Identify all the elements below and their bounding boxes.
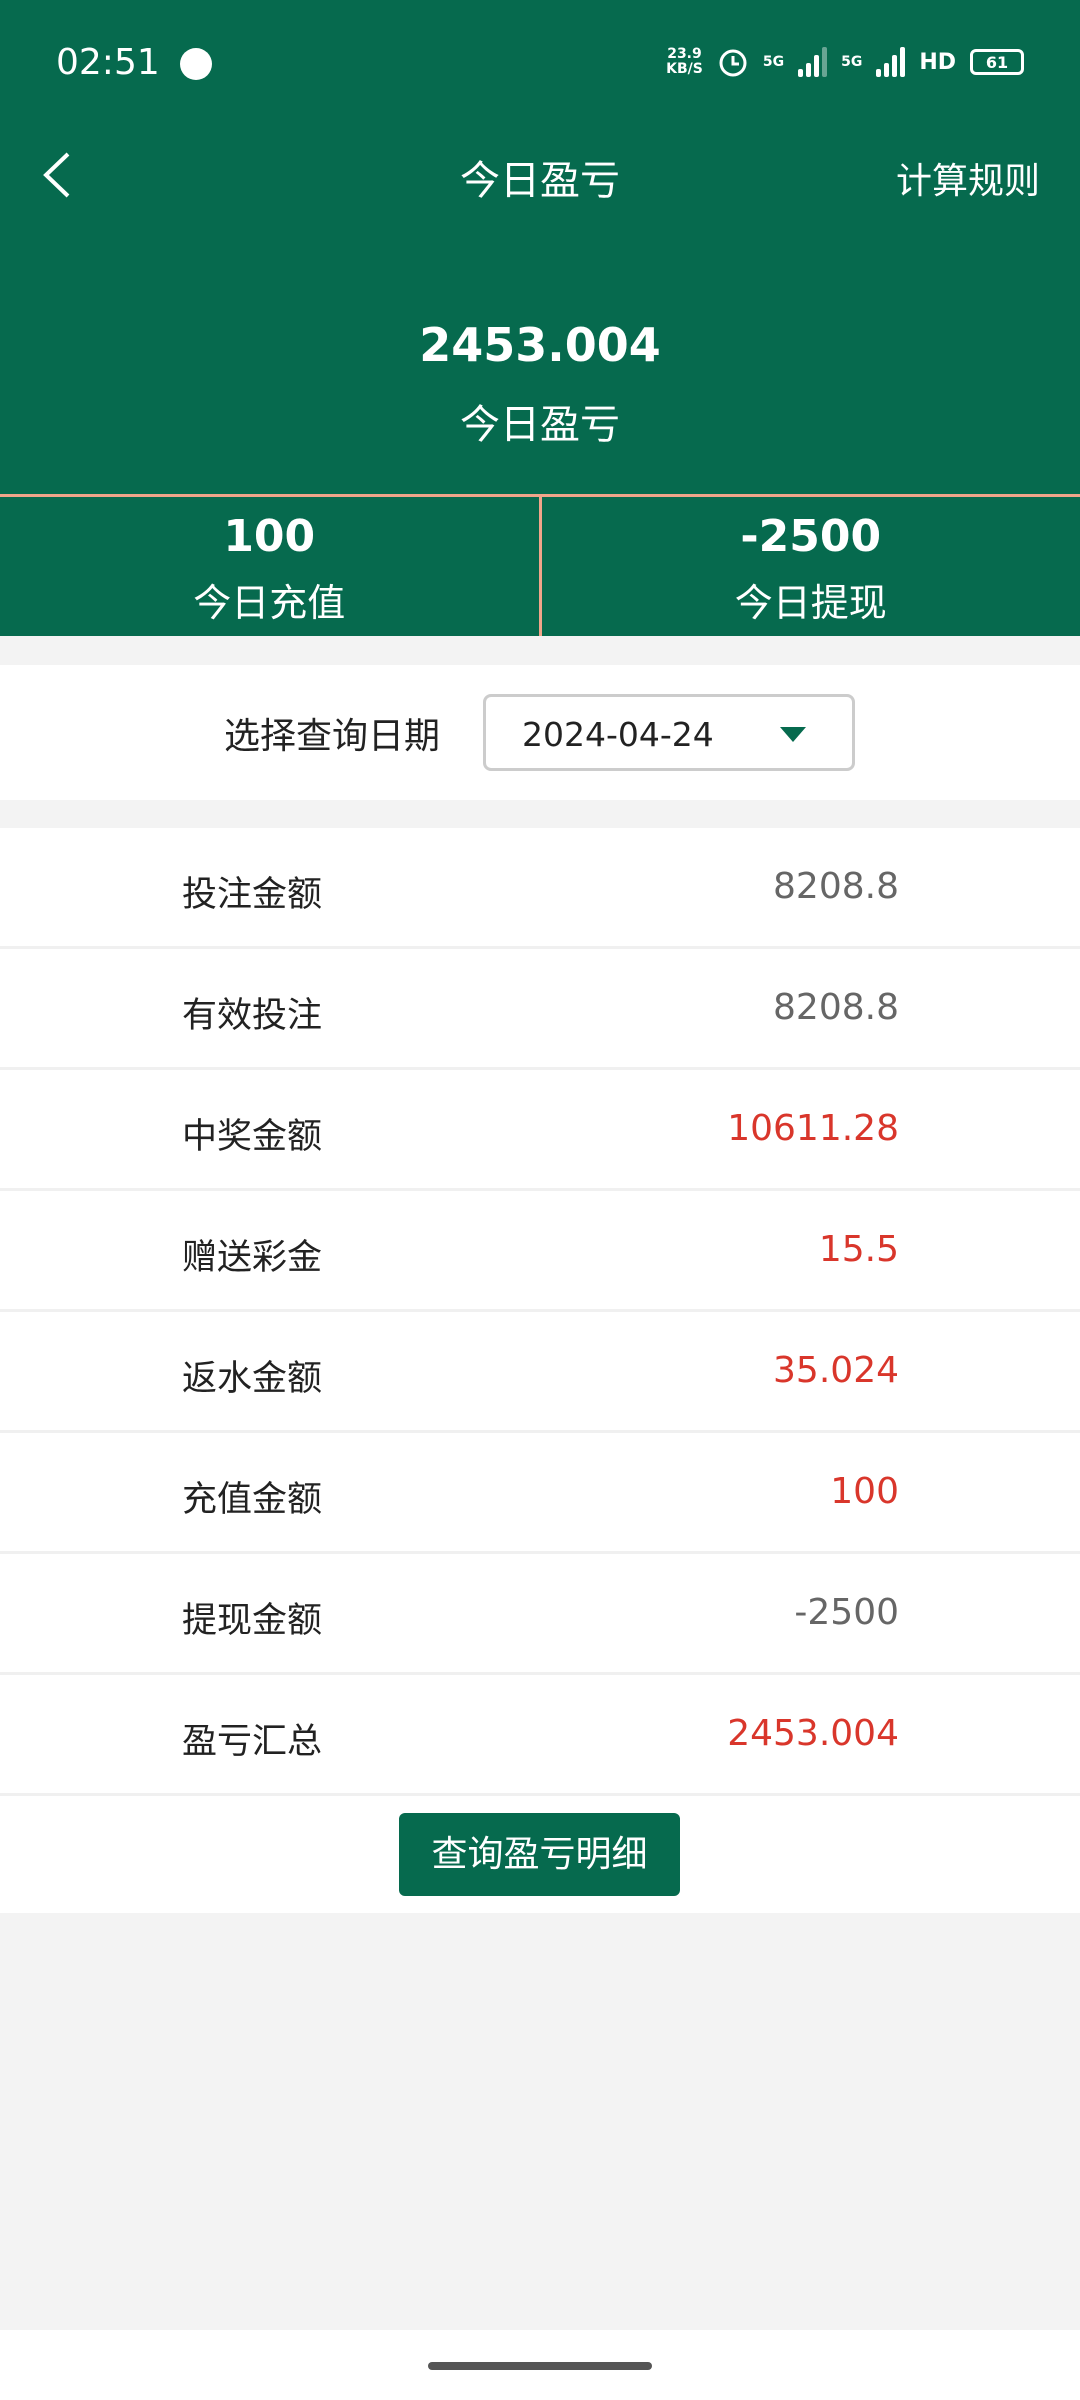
row-value: 100: [830, 1471, 899, 1512]
stat-recharge: 100 今日充值: [0, 497, 542, 636]
battery-icon: 61: [970, 49, 1024, 75]
signal-icon: [876, 47, 906, 77]
list-item: 返水金额 35.024: [0, 1312, 1080, 1433]
list-item: 赠送彩金 15.5: [0, 1191, 1080, 1312]
row-label: 盈亏汇总: [182, 1722, 323, 1762]
list-item: 有效投注 8208.8: [0, 949, 1080, 1070]
date-label: 选择查询日期: [224, 716, 441, 757]
row-label: 返水金额: [182, 1359, 323, 1399]
list-item: 提现金额 -2500: [0, 1554, 1080, 1675]
list-item: 盈亏汇总 2453.004: [0, 1675, 1080, 1796]
summary-list: 投注金额 8208.8 有效投注 8208.8 中奖金额 10611.28 赠送彩金 15.5…: [0, 828, 1080, 1913]
alarm-icon: [719, 49, 747, 77]
row-label: 投注金额: [182, 875, 323, 915]
navigation-bar: [0, 2330, 1080, 2400]
network-type: 5G: [841, 54, 863, 70]
date-value: 2024-04-24: [522, 715, 714, 754]
row-value: 15.5: [818, 1229, 899, 1270]
row-value: 2453.004: [727, 1713, 899, 1754]
home-handle[interactable]: [428, 2362, 652, 2370]
back-icon[interactable]: [40, 150, 76, 200]
signal-icon: [798, 47, 828, 77]
row-value: 35.024: [773, 1350, 899, 1391]
stat-withdraw: -2500 今日提现: [734, 511, 887, 625]
today-profit-label: 今日盈亏: [460, 402, 620, 448]
row-label: 提现金额: [182, 1601, 323, 1641]
calculation-rules-link[interactable]: 计算规则: [895, 161, 1040, 202]
list-item: 投注金额 8208.8: [0, 828, 1080, 949]
page-title: 今日盈亏: [460, 158, 620, 204]
network-speed: 23.9 KB/S: [666, 46, 703, 77]
hd-icon: HD: [919, 49, 956, 75]
clock: 02:51: [56, 42, 160, 83]
query-detail-button[interactable]: 查询盈亏明细: [399, 1813, 680, 1896]
stats-bar: 100 今日充值 -2500 今日提现: [0, 494, 1080, 636]
row-label: 中奖金额: [182, 1117, 323, 1157]
header: 02:51 23.9 KB/S 5G 5G HD 61 今日盈亏 计算规则 245…: [0, 0, 1080, 636]
row-value: -2500: [794, 1592, 899, 1633]
list-item: 中奖金额 10611.28: [0, 1070, 1080, 1191]
network-type: 5G: [762, 54, 785, 70]
row-label: 有效投注: [182, 996, 323, 1036]
row-label: 充值金额: [182, 1480, 323, 1520]
caret-down-icon: [780, 727, 806, 742]
status-bar: 02:51 23.9 KB/S 5G 5G HD 61: [0, 40, 1080, 90]
row-value: 8208.8: [773, 987, 899, 1028]
row-value: 8208.8: [773, 866, 899, 907]
list-item: 充值金额 100: [0, 1433, 1080, 1554]
date-dropdown[interactable]: 2024-04-24: [483, 694, 855, 771]
today-profit-amount: 2453.004: [419, 318, 661, 372]
date-selector-row: 选择查询日期 2024-04-24: [0, 665, 1080, 800]
row-value: 10611.28: [727, 1108, 899, 1149]
message-notification-icon: [180, 48, 212, 80]
row-label: 赠送彩金: [182, 1238, 323, 1278]
